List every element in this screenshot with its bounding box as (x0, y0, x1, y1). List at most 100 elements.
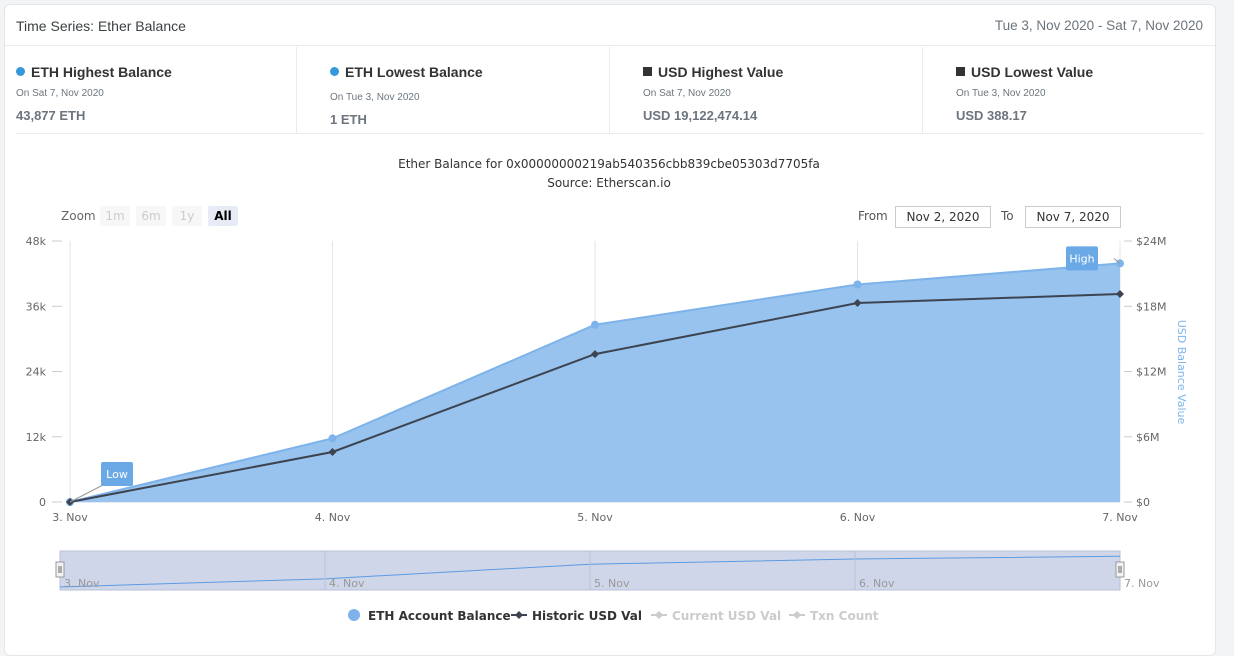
stat-title: ETH Lowest Balance (345, 64, 483, 80)
right-tick-label: $18M (1136, 300, 1167, 313)
legend-symbol-marker (515, 611, 523, 619)
x-tick-label: 4. Nov (315, 511, 351, 524)
stat-date: On Sat 7, Nov 2020 (643, 88, 731, 99)
annotation-low: Low (69, 461, 133, 503)
annotation-box (101, 461, 133, 486)
legend-symbol-marker (793, 611, 801, 619)
left-tick-label: 36k (26, 300, 47, 313)
x-axis: 3. Nov 4. Nov 5. Nov 6. Nov 7. Nov (52, 501, 1138, 524)
from-label: From (858, 209, 888, 223)
to-label: To (1001, 209, 1014, 223)
right-axis: $0 $6M $12M $18M $24M (1124, 235, 1167, 509)
legend-label: Current USD Val (672, 609, 781, 623)
eth-dot-icon (16, 67, 25, 76)
legend: ETH Account Balance Historic USD Val Curre… (348, 609, 879, 623)
legend-item-historic-usd-val[interactable]: Historic USD Val (511, 609, 642, 623)
from-date-input[interactable]: Nov 2, 2020 (895, 206, 991, 228)
zoom-button-label: 6m (141, 209, 160, 223)
left-tick-label: 12k (26, 431, 47, 444)
usd-value-point (591, 350, 599, 359)
legend-item-eth-account-balance[interactable]: ETH Account Balance (348, 609, 511, 623)
eth-balance-point (328, 434, 337, 443)
usd-value-point (328, 447, 337, 456)
navigator-tick-label: 3. Nov (64, 577, 100, 590)
stat-title: USD Lowest Value (971, 64, 1094, 80)
annotation-label: Low (106, 468, 128, 481)
usd-value-point (66, 497, 74, 506)
navigator-left-handle[interactable] (55, 561, 65, 578)
zoom-button-label: All (214, 209, 232, 223)
navigator-tick-label: 5. Nov (594, 577, 630, 590)
annotation-box (1066, 246, 1098, 271)
stat-usd-lowest: USD Lowest Value On Tue 3, Nov 2020 USD … (922, 47, 1205, 133)
eth-balance-point (591, 320, 599, 329)
legend-label: ETH Account Balance (368, 609, 511, 623)
navigator-right-handle[interactable] (1115, 561, 1125, 578)
usd-value-point (1116, 290, 1124, 299)
zoom-button-1y[interactable]: 1y (172, 206, 202, 226)
stat-date: On Tue 3, Nov 2020 (330, 92, 420, 103)
legend-label: Txn Count (810, 609, 879, 623)
legend-symbol-marker (655, 611, 663, 619)
stat-value: 43,877 ETH (16, 108, 86, 123)
date-range-label: Tue 3, Nov 2020 - Sat 7, Nov 2020 (994, 18, 1203, 33)
right-axis-title: USD Balance Value (1175, 320, 1188, 425)
right-tick-label: $6M (1136, 431, 1160, 444)
eth-dot-icon (330, 67, 339, 76)
left-tick-label: 48k (26, 235, 47, 248)
navigator[interactable]: 3. Nov 4. Nov 5. Nov 6. Nov 7. Nov (55, 550, 1160, 591)
right-tick-label: $24M (1136, 235, 1167, 248)
annotation-connector (69, 483, 106, 503)
to-date-input[interactable]: Nov 7, 2020 (1025, 206, 1121, 228)
card-header: Time Series: Ether Balance Tue 3, Nov 20… (5, 5, 1215, 46)
left-tick-label: 24k (26, 366, 47, 379)
annotation-connector (1113, 258, 1121, 264)
x-tick-label: 3. Nov (52, 511, 88, 524)
usd-square-icon (956, 67, 965, 76)
card-title: Time Series: Ether Balance (16, 18, 186, 34)
zoom-label: Zoom (61, 209, 96, 223)
legend-label: Historic USD Val (532, 609, 642, 623)
navigator-tick-label: 4. Nov (329, 577, 365, 590)
x-tick-label: 5. Nov (577, 511, 613, 524)
legend-symbol (348, 609, 360, 621)
zoom-button-All[interactable]: All (208, 206, 238, 226)
handle-box (1115, 561, 1125, 578)
usd-square-icon (643, 67, 652, 76)
stat-title: ETH Highest Balance (31, 64, 172, 80)
zoom-button-6m[interactable]: 6m (136, 206, 166, 226)
navigator-tick-label: 7. Nov (1124, 577, 1160, 590)
zoom-button-label: 1y (180, 209, 195, 223)
series-group (66, 259, 1124, 506)
zoom-button-label: 1m (105, 209, 124, 223)
zoom-button-1m[interactable]: 1m (100, 206, 130, 226)
right-tick-label: $0 (1136, 496, 1150, 509)
zoom-button-bg (172, 206, 202, 226)
legend-item-current-usd-val[interactable]: Current USD Val (651, 609, 781, 623)
stat-title: USD Highest Value (658, 64, 784, 80)
x-tick-label: 6. Nov (840, 511, 876, 524)
zoom-button-bg (208, 206, 238, 226)
stat-date: On Sat 7, Nov 2020 (16, 88, 104, 99)
summary-stats: ETH Highest Balance On Sat 7, Nov 2020 4… (16, 47, 1204, 134)
chart-subtitle: Source: Etherscan.io (547, 176, 671, 190)
zoom-button-bg (100, 206, 130, 226)
chart-title: Ether Balance for 0x00000000219ab540356c… (398, 157, 820, 171)
stat-eth-lowest: ETH Lowest Balance On Tue 3, Nov 2020 1 … (296, 47, 610, 133)
zoom-buttons: 1m 6m 1y All (100, 206, 238, 226)
right-tick-label: $12M (1136, 366, 1167, 379)
navigator-tick-label: 6. Nov (859, 577, 895, 590)
annotation-high: High (1066, 246, 1121, 271)
x-tick-label: 7. Nov (1102, 511, 1138, 524)
usd-value-point (853, 298, 862, 307)
zoom-button-bg (136, 206, 166, 226)
stat-eth-highest: ETH Highest Balance On Sat 7, Nov 2020 4… (16, 47, 296, 133)
legend-item-txn-count[interactable]: Txn Count (789, 609, 879, 623)
stat-usd-highest: USD Highest Value On Sat 7, Nov 2020 USD… (609, 47, 923, 133)
stat-value: 1 ETH (330, 112, 367, 127)
eth-balance-point (853, 280, 862, 289)
annotation-label: High (1069, 252, 1094, 265)
left-axis: 0 12k 24k 36k 48k (26, 235, 62, 509)
annotations: Low High (69, 246, 1121, 503)
